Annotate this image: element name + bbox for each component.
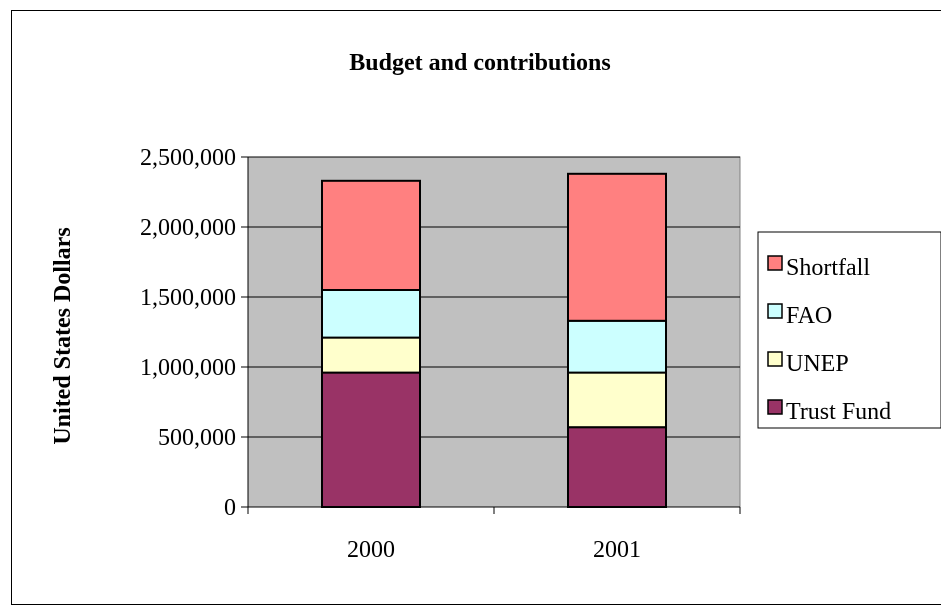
y-tick-label: 500,000 bbox=[158, 425, 236, 451]
legend-label: Trust Fund bbox=[786, 399, 891, 425]
bar-trust-fund-2001 bbox=[567, 426, 667, 509]
legend-swatch bbox=[767, 303, 783, 319]
bar-shortfall-2000 bbox=[321, 179, 421, 291]
y-tick-label: 1,000,000 bbox=[140, 355, 236, 381]
legend-swatch bbox=[767, 255, 783, 271]
tick-labels: 0 500,000 1,000,000 1,500,000 2,000,000 2,500… bbox=[140, 145, 641, 563]
bar-trust-fund-2000 bbox=[321, 371, 421, 508]
legend-label: UNEP bbox=[786, 351, 849, 377]
chart-title: Budget and contributions bbox=[349, 50, 610, 76]
legend-box bbox=[757, 231, 941, 429]
bars bbox=[321, 172, 667, 509]
legend-swatch bbox=[767, 351, 783, 367]
y-tick-label: 2,500,000 bbox=[140, 145, 236, 171]
legend-swatch bbox=[767, 399, 783, 415]
bar-unep-2001 bbox=[567, 371, 667, 429]
x-tick-label: 2001 bbox=[593, 537, 641, 563]
legend-label: FAO bbox=[786, 303, 832, 329]
legend-label: Shortfall bbox=[786, 255, 870, 281]
legend: Shortfall FAO UNEP Trust Fund bbox=[757, 231, 941, 429]
bar-fao-2000 bbox=[321, 289, 421, 339]
x-tick-label: 2000 bbox=[347, 537, 395, 563]
y-axis-label: United States Dollars bbox=[50, 227, 76, 444]
y-tick-label: 2,000,000 bbox=[140, 215, 236, 241]
bar-fao-2001 bbox=[567, 319, 667, 374]
bar-shortfall-2001 bbox=[567, 172, 667, 322]
axes bbox=[241, 156, 741, 514]
bar-unep-2000 bbox=[321, 336, 421, 374]
y-tick-label: 0 bbox=[224, 495, 236, 521]
y-tick-label: 1,500,000 bbox=[140, 285, 236, 311]
